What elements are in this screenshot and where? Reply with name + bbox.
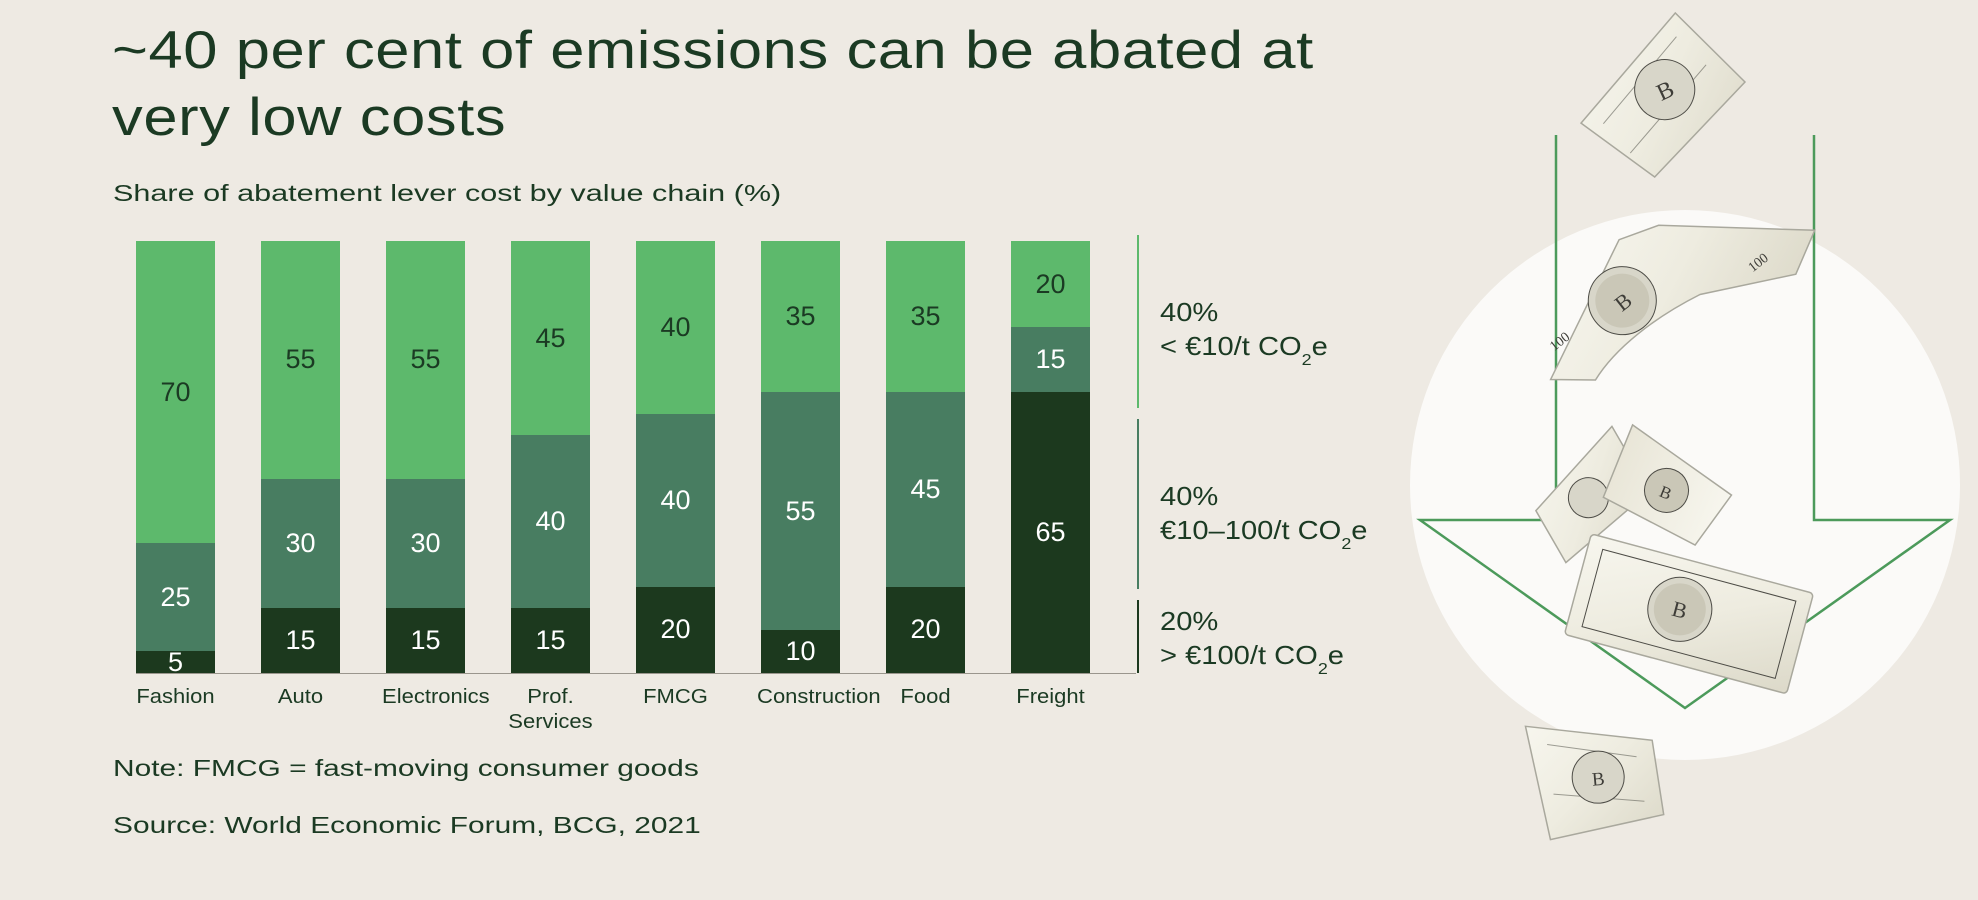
- svg-text:B: B: [1591, 769, 1605, 791]
